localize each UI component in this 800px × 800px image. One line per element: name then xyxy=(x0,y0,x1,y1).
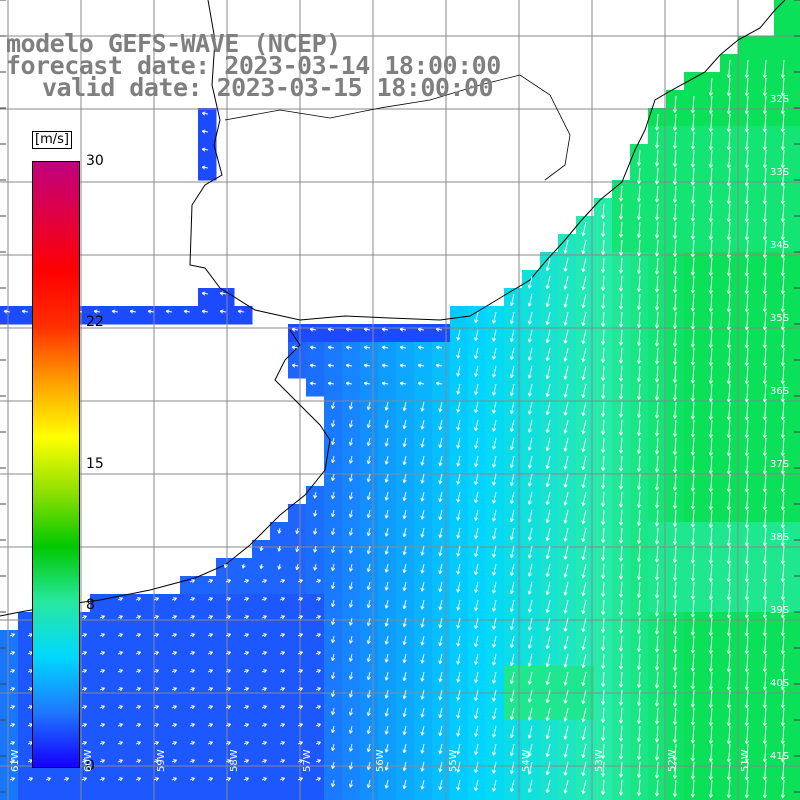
legend-tick-label: 30 xyxy=(86,153,104,169)
latitude-label: 35S xyxy=(770,313,790,324)
longitude-label: 51W xyxy=(740,749,751,772)
coastline xyxy=(0,0,786,617)
longitude-label: 60W xyxy=(83,749,94,772)
latitude-label: 38S xyxy=(770,532,790,543)
forecast-date: forecast date: 2023-03-14 18:00:00 xyxy=(6,51,501,80)
latitude-label: 39S xyxy=(770,605,790,616)
latitude-label: 36S xyxy=(770,386,790,397)
latitude-label: 40S xyxy=(770,678,790,689)
latitude-label: 37S xyxy=(770,459,790,470)
legend-tick-label: 22 xyxy=(86,314,104,331)
longitude-label: 57W xyxy=(302,749,313,772)
longitude-label: 53W xyxy=(594,749,605,772)
valid-date: valid date: 2023-03-15 18:00:00 xyxy=(42,73,494,102)
longitude-label: 55W xyxy=(448,749,459,772)
legend-tick-label: 15 xyxy=(86,455,104,472)
legend-tick-label: 0 xyxy=(86,758,95,774)
longitude-label: 52W xyxy=(667,749,678,772)
legend-tick-label: 8 xyxy=(86,596,95,613)
latitude-label: 32S xyxy=(770,94,790,105)
latitude-label: 41S xyxy=(770,751,790,762)
longitude-label: 58W xyxy=(229,749,240,772)
color-scale-bar xyxy=(32,161,80,768)
model-title: modelo GEFS-WAVE (NCEP) xyxy=(6,29,341,58)
longitude-label: 54W xyxy=(521,749,532,772)
longitude-label: 56W xyxy=(375,749,386,772)
wind-vectors xyxy=(3,59,785,799)
latitude-label: 34S xyxy=(770,240,790,251)
legend-unit-label: [m/s] xyxy=(32,131,72,149)
longitude-label: 59W xyxy=(156,749,167,772)
latitude-label: 33S xyxy=(770,167,790,178)
longitude-label: 61W xyxy=(10,749,21,772)
